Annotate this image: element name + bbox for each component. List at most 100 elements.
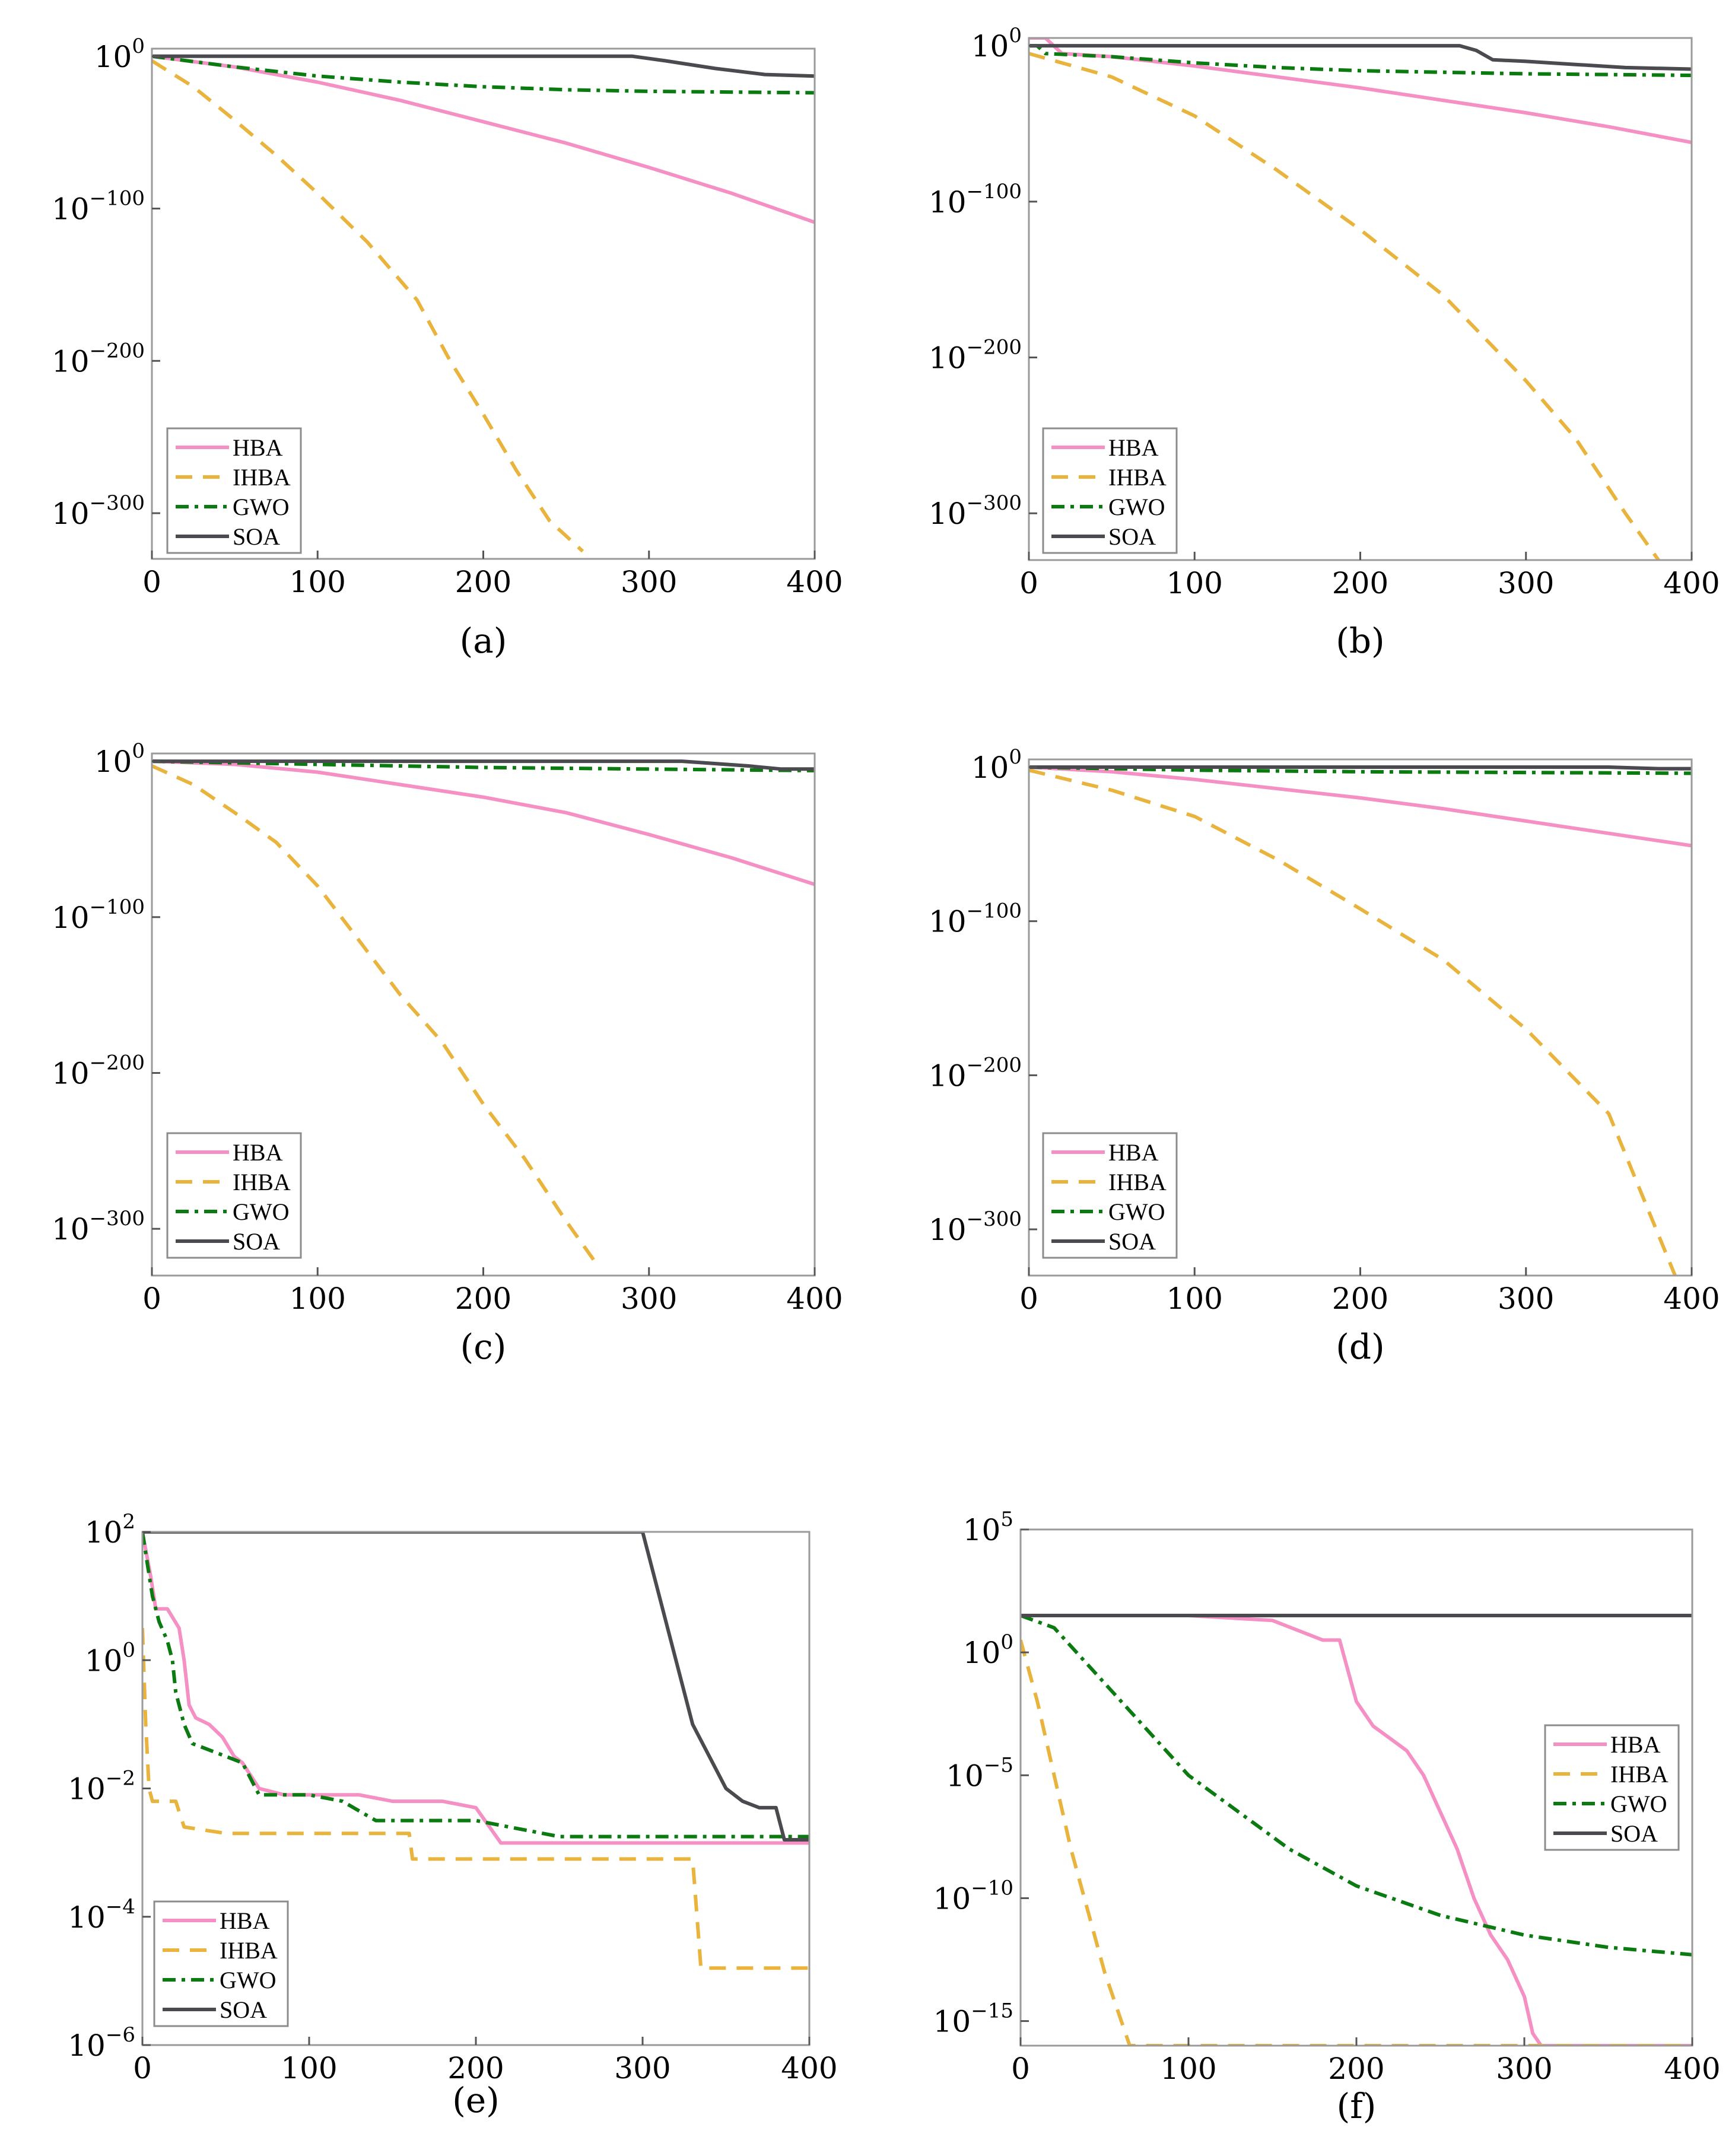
x-tick-label: 400 [1664,2052,1720,2086]
y-tick-label: 10−6 [68,2023,135,2063]
x-tick-label: 0 [1019,1281,1038,1316]
legend-label-gwo: GWO [1108,1198,1165,1225]
x-tick-label: 400 [786,1281,843,1316]
legend-label-gwo: GWO [1108,494,1165,520]
series-line-soa [152,759,815,771]
legend-label-hba: HBA [233,434,283,461]
chart-panel-d: 0 100 200 300 400 100 10−100 10−200 10−300 (d) HBA… [929,745,1720,1367]
y-tick-label: 10−2 [68,1767,135,1807]
legend-label-soa: SOA [1108,1228,1156,1255]
legend-label-gwo: GWO [233,1198,290,1225]
legend-label-hba: HBA [1108,434,1159,461]
y-tick-label: 10−300 [929,491,1022,531]
panel-caption: (b) [1336,621,1384,661]
y-tick-label: 105 [963,1508,1013,1547]
x-tick-label: 400 [781,2051,837,2085]
chart-panel-f: 0 100 200 300 400 105 100 10−5 10−10 10−15 (f) HBA I… [933,1508,1721,2126]
x-tick-label: 100 [290,1281,346,1316]
legend-label-hba: HBA [220,1907,270,1934]
series-line-soa [1029,765,1692,771]
series-line-gwo [152,54,815,95]
y-tick-label: 10−5 [946,1753,1013,1793]
legend: HBA IHBA GWO SOA [166,1132,302,1259]
y-tick-label: 100 [94,739,145,779]
legend: HBA IHBA GWO SOA [1042,427,1178,554]
y-tick-label: 100 [971,24,1022,63]
x-tick-label: 0 [1011,2052,1030,2086]
y-tick-label: 10−4 [68,1895,135,1935]
chart-panel-b: 0 100 200 300 400 100 10−100 10−200 10−300 (b) HBA… [929,24,1720,661]
y-tick-label: 100 [94,34,145,74]
legend-label-soa: SOA [1610,1820,1658,1847]
x-tick-label: 400 [1663,1281,1720,1316]
y-tick-label: 10−200 [929,336,1022,376]
x-tick-label: 100 [1167,1281,1223,1316]
x-tick-label: 100 [290,565,346,599]
legend: HBA IHBA GWO SOA [1042,1132,1178,1259]
series-line-ihba [142,1628,809,1970]
legend-label-ihba: IHBA [220,1937,278,1964]
y-tick-label: 100 [971,745,1022,785]
x-tick-label: 300 [621,1281,677,1316]
x-tick-label: 300 [1498,566,1554,600]
legend-label-hba: HBA [1610,1731,1661,1758]
panel-caption: (f) [1337,2086,1377,2126]
legend-label-ihba: IHBA [233,464,291,491]
series-line-hba [1029,38,1692,144]
chart-panel-c: 0 100 200 300 400 100 10−100 10−200 10−300 (c) HBA… [52,739,843,1367]
x-tick-label: 100 [1160,2052,1216,2086]
panel-caption: (c) [460,1327,507,1367]
x-tick-label: 200 [447,2051,504,2085]
y-tick-label: 10−100 [52,187,145,227]
series-line-hba [152,54,815,224]
legend-label-ihba: IHBA [233,1169,291,1195]
x-tick-label: 0 [1019,566,1038,600]
legend-label-soa: SOA [233,1228,280,1255]
panel-caption: (d) [1336,1327,1384,1367]
panel-caption: (a) [460,621,507,661]
x-tick-label: 200 [1332,566,1388,600]
x-tick-label: 200 [455,565,511,599]
x-tick-label: 200 [1328,2052,1384,2086]
legend-label-gwo: GWO [220,1967,277,1993]
x-tick-label: 300 [614,2051,670,2085]
legend-label-soa: SOA [233,523,280,550]
y-tick-label: 10−200 [52,339,145,379]
legend-label-ihba: IHBA [1610,1761,1669,1788]
series-line-ihba [1029,52,1660,560]
series-line-hba [142,1532,809,1845]
chart-panel-a: 0 100 200 300 400 100 10−100 10−200 10−300 (a) HBA… [52,34,843,661]
series-line-gwo [152,759,815,772]
series-line-soa [142,1532,809,1842]
x-tick-label: 0 [142,565,161,599]
y-tick-label: 10−10 [933,1876,1013,1916]
legend-label-gwo: GWO [1610,1791,1667,1817]
x-tick-label: 100 [281,2051,337,2085]
series-line-soa [1029,44,1692,71]
legend-label-hba: HBA [1108,1139,1159,1166]
y-tick-label: 10−100 [52,895,145,935]
series-line-ihba [152,764,601,1269]
legend: HBA IHBA GWO SOA [166,427,302,554]
series-line-gwo [1029,765,1692,775]
y-tick-label: 10−300 [52,491,145,531]
legend-label-soa: SOA [220,1996,267,2023]
series-line-hba [1029,765,1692,848]
legend-label-gwo: GWO [233,494,290,520]
legend-label-soa: SOA [1108,523,1156,550]
y-tick-label: 10−200 [929,1053,1022,1093]
panel-caption: (e) [452,2080,500,2120]
y-tick-label: 10−100 [929,899,1022,939]
x-tick-label: 300 [621,565,677,599]
x-tick-label: 100 [1167,566,1223,600]
series-line-soa [152,54,815,78]
legend-label-ihba: IHBA [1108,1169,1167,1195]
x-tick-label: 0 [133,2051,152,2085]
y-tick-label: 10−300 [929,1207,1022,1247]
x-tick-label: 400 [786,565,843,599]
x-tick-label: 400 [1663,566,1720,600]
series-line-ihba [1029,768,1677,1276]
y-tick-label: 10−15 [933,1999,1013,2039]
legend-label-hba: HBA [233,1139,283,1166]
